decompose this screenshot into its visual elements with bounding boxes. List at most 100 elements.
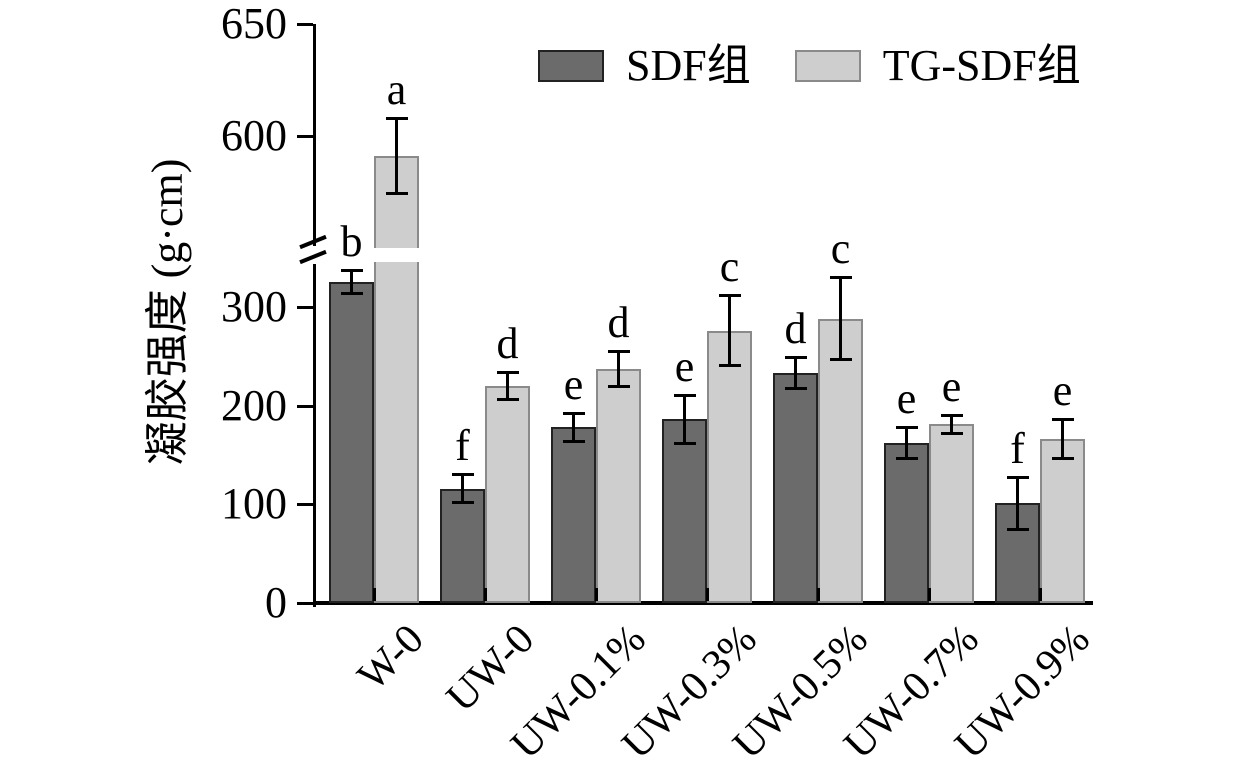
bar [929,424,974,603]
legend-swatch-tg-sdf [794,50,861,82]
error-bar [683,394,686,445]
y-tick [297,135,313,138]
error-bar [1061,419,1064,459]
error-bar-cap [784,386,807,390]
error-bar [572,412,575,443]
bar [485,385,530,603]
error-bar-cap [673,393,696,397]
bar [440,488,485,603]
error-bar-cap [607,384,630,388]
x-tick-label-text: W-0 [348,616,433,700]
error-bar-cap [673,442,696,446]
y-axis-line-lower [313,264,316,607]
significance-letter: e [896,374,917,424]
error-bar [461,473,464,504]
bar [596,369,641,603]
bar [662,419,707,603]
y-tick [297,305,313,309]
legend-item-tg-sdf: TG-SDF组 [794,41,1081,90]
y-tick-label: 650 [221,0,287,48]
legend-label-tg-sdf: TG-SDF组 [882,41,1081,90]
bar [1040,439,1085,603]
error-bar-cap [895,426,918,430]
error-bar [839,277,842,361]
error-bar-cap [340,292,363,296]
significance-letter: f [455,420,470,470]
error-bar [728,295,731,367]
y-tick [297,503,313,507]
error-bar-cap [340,269,363,273]
error-bar-cap [784,356,807,360]
bar [773,373,818,603]
error-bar-cap [1051,456,1074,460]
error-bar-cap [829,358,852,362]
error-bar-cap [895,456,918,460]
x-tick [483,588,487,601]
error-bar-cap [562,411,585,415]
significance-letter: e [941,361,962,411]
error-bar-cap [385,117,408,121]
y-axis-line-upper [313,24,316,246]
error-bar-cap [1006,527,1029,531]
x-tick [816,588,820,601]
error-bar [950,414,953,435]
bar [884,443,929,603]
y-tick-label: 600 [221,111,287,160]
error-bar [1016,476,1019,530]
significance-letter: e [674,341,695,391]
bar-break-gap [371,248,422,262]
y-tick [297,23,313,26]
error-bar [506,372,509,400]
y-tick [297,602,313,605]
legend-item-sdf: SDF组 [538,42,751,90]
error-bar [794,357,797,389]
significance-letter: c [830,224,851,274]
bar [551,427,596,603]
legend: SDF组 TG-SDF组 [538,42,1081,90]
error-bar-cap [1006,475,1029,479]
y-tick-label: 100 [221,479,287,529]
legend-swatch-sdf [538,50,604,82]
bar [707,330,752,603]
error-bar-cap [562,440,585,444]
error-bar-cap [496,371,519,375]
significance-letter: f [1010,423,1025,473]
error-bar-cap [451,472,474,476]
error-bar-cap [718,294,741,298]
x-tick [372,588,376,601]
x-tick [1038,588,1042,601]
y-tick-label: 300 [221,281,287,331]
significance-letter: d [607,298,630,348]
bar [818,318,863,603]
x-axis-line [313,601,1093,605]
bar [374,156,419,603]
y-tick-label: 0 [265,578,287,627]
error-bar-cap [496,397,519,401]
error-bar-cap [940,413,963,417]
y-tick-label: 200 [221,380,287,430]
x-tick [705,588,709,601]
error-bar [617,351,620,387]
error-bar-cap [451,501,474,505]
significance-letter: d [784,304,807,354]
error-bar-cap [1051,418,1074,422]
error-bar [905,427,908,459]
significance-letter: b [340,217,363,267]
error-bar-cap [718,364,741,368]
error-bar-cap [940,432,963,436]
significance-letter: d [496,319,519,369]
y-tick [297,404,313,408]
error-bar [395,118,398,195]
error-bar [350,270,353,295]
significance-letter: c [719,242,740,292]
significance-letter: e [1052,366,1073,416]
x-tick-label-text: UW-0 [438,616,544,722]
error-bar-cap [385,192,408,196]
legend-label-sdf: SDF组 [626,41,751,90]
error-bar-cap [607,350,630,354]
significance-letter: a [386,65,407,115]
x-tick [927,588,931,601]
bar [329,282,374,603]
significance-letter: e [563,359,584,409]
